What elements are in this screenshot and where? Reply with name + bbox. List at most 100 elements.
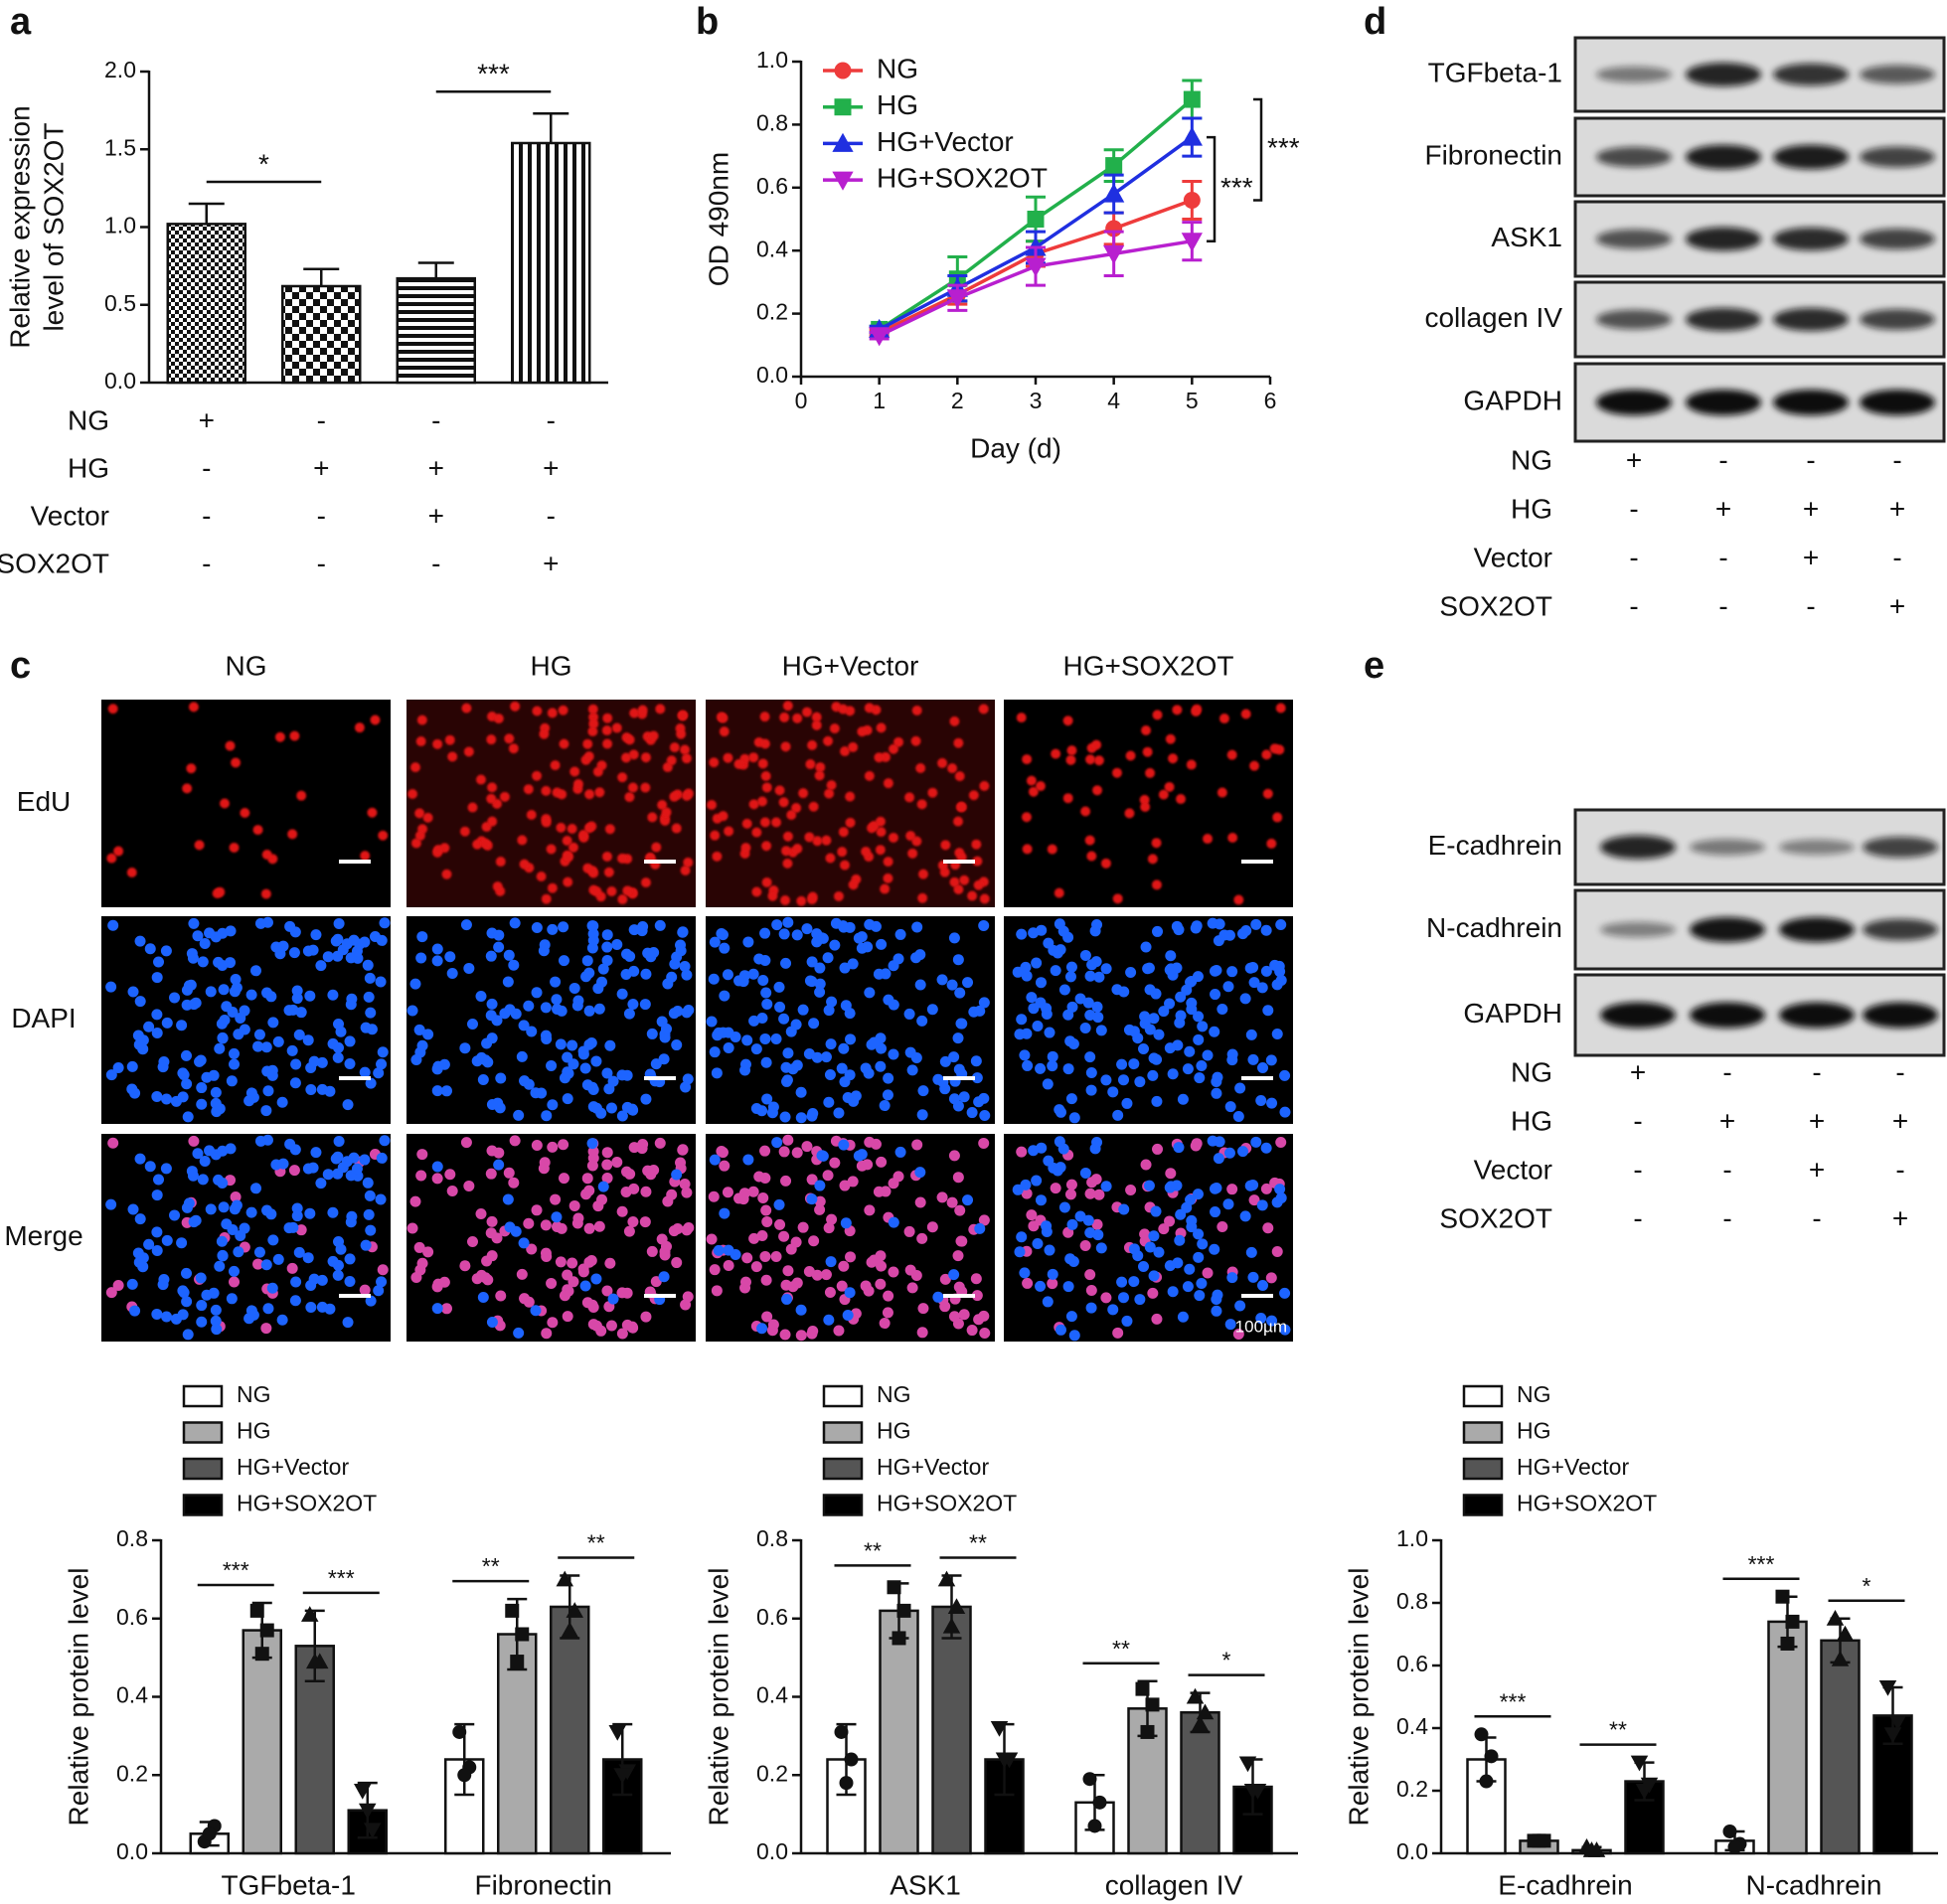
cell: [550, 976, 562, 988]
treatment-label: NG: [68, 404, 109, 435]
x-tick-label: N-cadhrein: [1746, 1869, 1882, 1900]
cell: [959, 874, 970, 885]
cell: [563, 1285, 574, 1297]
cell: [503, 949, 515, 961]
cell: [910, 1270, 922, 1282]
bar: [984, 1758, 1025, 1855]
cell: [1232, 1329, 1244, 1341]
cell: [681, 1187, 693, 1198]
cell: [914, 1167, 926, 1179]
cell: [415, 736, 426, 747]
treatment-sign: +: [1889, 493, 1905, 524]
cell: [161, 1311, 173, 1323]
cell: [739, 1058, 751, 1070]
cell: [182, 783, 193, 794]
cell: [1164, 1215, 1176, 1227]
cell: [864, 770, 875, 781]
cell: [1121, 1315, 1133, 1327]
cell: [188, 999, 200, 1011]
marker: [1479, 1774, 1494, 1789]
marker: [1105, 157, 1123, 175]
cell: [1182, 1063, 1194, 1075]
cell: [218, 1201, 230, 1213]
cell: [182, 1329, 194, 1341]
cell: [466, 1236, 478, 1248]
significance-label: ***: [1748, 1551, 1775, 1577]
cell: [759, 1032, 771, 1044]
cell: [864, 987, 876, 999]
cell: [508, 959, 520, 971]
cell: [231, 757, 242, 768]
cell: [151, 1027, 163, 1038]
cell: [493, 929, 505, 941]
cell: [375, 976, 387, 988]
cell: [107, 919, 119, 931]
cell: [654, 919, 666, 931]
cell: [903, 1008, 915, 1020]
legend-swatch: [182, 1457, 224, 1481]
cell: [1092, 1229, 1104, 1241]
cell: [327, 1206, 339, 1218]
cell: [823, 735, 834, 746]
cell: [582, 738, 593, 749]
cell: [616, 1205, 628, 1217]
cell: [760, 1204, 772, 1216]
cell: [741, 1252, 753, 1264]
column-header: HG+SOX2OT: [1063, 650, 1234, 681]
treatment-sign: +: [1630, 1056, 1646, 1087]
cell: [1223, 929, 1235, 941]
marker: [1883, 1727, 1902, 1744]
cell: [260, 1041, 272, 1053]
cell: [1232, 1111, 1244, 1123]
cell: [952, 1250, 964, 1262]
cell: [771, 919, 783, 931]
cell: [344, 1253, 356, 1265]
cell: [332, 1269, 344, 1281]
cell: [532, 770, 543, 781]
cell: [180, 1267, 192, 1279]
cell: [844, 1069, 856, 1081]
marker: [937, 1570, 956, 1587]
cell: [558, 955, 569, 967]
cell: [946, 1196, 958, 1208]
cell: [197, 1174, 209, 1186]
cell: [362, 1177, 374, 1189]
cell: [129, 1087, 141, 1099]
row-label: Merge: [4, 1220, 82, 1251]
marker: [259, 1623, 274, 1638]
cell: [1117, 1074, 1129, 1086]
cell: [1065, 1311, 1077, 1323]
cell: [869, 820, 880, 831]
blot-row-label: GAPDH: [1463, 998, 1562, 1029]
y-axis-label: Relative protein level: [63, 1568, 93, 1826]
cell: [706, 1016, 718, 1028]
significance-label: **: [482, 1553, 500, 1579]
micrograph: [406, 1134, 696, 1342]
cell: [1084, 1051, 1096, 1063]
cell: [779, 712, 790, 722]
cell: [1262, 788, 1273, 799]
cell: [857, 726, 868, 737]
cell: [791, 1277, 803, 1289]
marker: [301, 1606, 319, 1622]
cell: [648, 730, 659, 741]
cell: [151, 1308, 163, 1320]
cell: [914, 979, 926, 991]
cell: [741, 818, 752, 829]
y-tick-label: 0.6: [116, 1604, 148, 1630]
cell: [126, 867, 137, 877]
cell: [240, 808, 250, 819]
cell: [709, 936, 721, 948]
cell: [216, 1018, 228, 1030]
cell: [1124, 808, 1135, 819]
cell: [706, 1233, 718, 1245]
cell: [196, 1300, 208, 1312]
y-axis-label: Relative expression: [4, 105, 35, 348]
cell: [681, 969, 693, 981]
treatment-sign: -: [1629, 542, 1638, 572]
treatment-sign: +: [1626, 444, 1642, 475]
cell: [607, 1075, 619, 1087]
cell: [932, 1291, 944, 1303]
cell: [856, 1160, 868, 1172]
cell: [1095, 1242, 1107, 1254]
